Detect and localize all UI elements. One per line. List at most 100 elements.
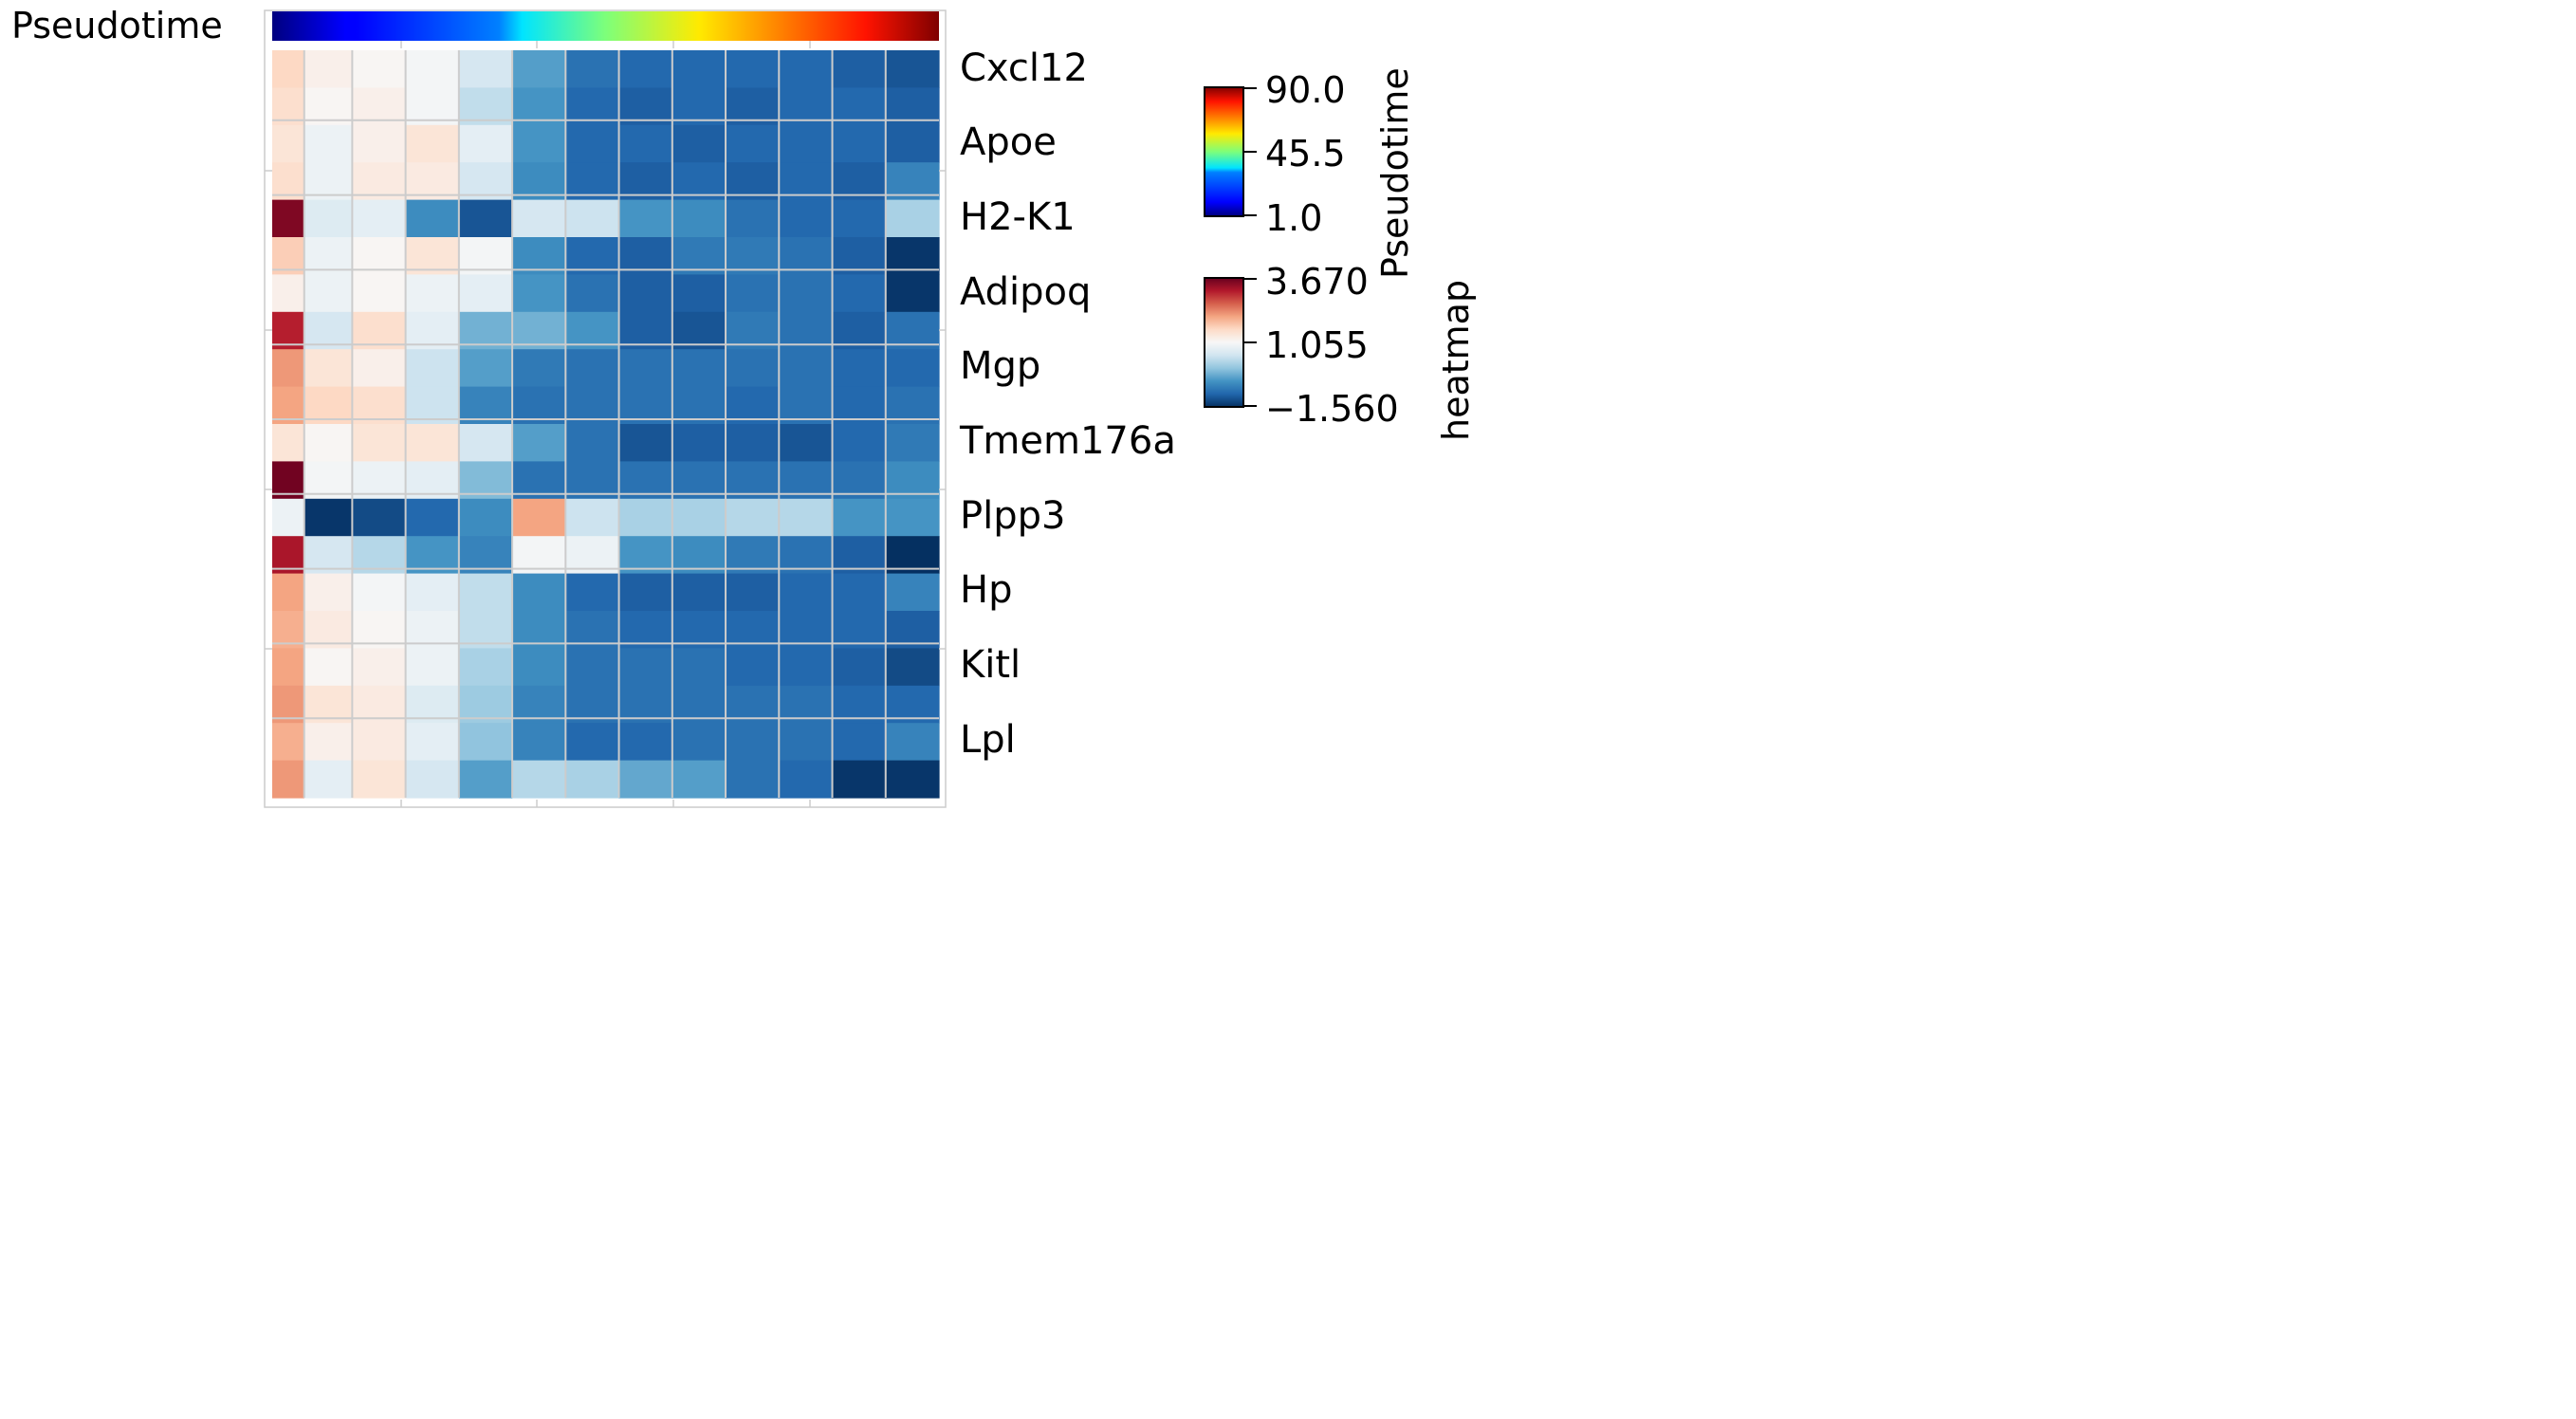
heatmap-cell <box>885 685 940 724</box>
heatmap-cell <box>672 124 727 163</box>
heatmap-cell <box>565 162 620 201</box>
heatmap-cell <box>458 760 513 799</box>
heatmap-cell <box>832 424 887 462</box>
heatmap-cell <box>832 723 887 762</box>
heatmap-cell <box>304 87 353 126</box>
heatmap-cell <box>672 237 727 275</box>
heatmap-cell <box>352 50 407 88</box>
heatmap-cell <box>726 274 780 313</box>
heatmap-cell <box>779 648 834 687</box>
heatmap-cell <box>458 237 513 275</box>
heatmap-cell <box>512 461 566 500</box>
heatmap-cell <box>885 274 940 313</box>
heatmap-cell <box>726 50 780 88</box>
heatmap-cell <box>832 611 887 649</box>
heatmap-cell <box>565 311 620 350</box>
heatmap-cell <box>726 723 780 762</box>
gene-label-cxcl12: Cxcl12 <box>960 46 1088 90</box>
heatmap-cell <box>779 311 834 350</box>
heatmap-colorbar-ticks <box>1243 278 1257 407</box>
gene-label-plpp3: Plpp3 <box>960 494 1066 538</box>
heatmap-cell <box>672 648 727 687</box>
heatmap-cell <box>779 760 834 799</box>
heatmap-cell <box>726 87 780 126</box>
heatmap-cell <box>779 50 834 88</box>
heatmap-cell <box>352 87 407 126</box>
heatmap-cell <box>458 723 513 762</box>
heatmap-cell <box>618 536 673 575</box>
heatmap-cell <box>565 274 620 313</box>
heatmap-cell <box>512 162 566 201</box>
heatmap-cell <box>618 237 673 275</box>
heatmap-cell <box>726 498 780 537</box>
heatmap-cell <box>672 611 727 649</box>
heatmap-cell <box>726 349 780 388</box>
heatmap-cell <box>352 386 407 425</box>
gene-label-h2-k1: H2-K1 <box>960 195 1076 239</box>
heatmap-cell <box>672 274 727 313</box>
heatmap-cell <box>405 461 460 500</box>
heatmap-cell <box>885 723 940 762</box>
heatmap-cell <box>512 760 566 799</box>
heatmap-cell <box>512 573 566 612</box>
axis-ticks <box>265 41 946 807</box>
heatmap-colorbar-title: heatmap <box>1435 279 1477 441</box>
gene-label-apoe: Apoe <box>960 120 1057 164</box>
heatmap-cell <box>405 386 460 425</box>
heatmap-cell <box>272 124 305 163</box>
heatmap-cell <box>885 349 940 388</box>
heatmap-cell <box>352 760 407 799</box>
heatmap-cell <box>272 274 305 313</box>
heatmap-cell <box>726 760 780 799</box>
heatmap-cell <box>405 424 460 462</box>
heatmap-cell <box>779 685 834 724</box>
heatmap-cell <box>618 199 673 238</box>
heatmap-cell <box>352 162 407 201</box>
heatmap-cell <box>512 199 566 238</box>
heatmap-cell <box>565 386 620 425</box>
heatmap-cell <box>672 386 727 425</box>
heatmap-cell <box>779 87 834 126</box>
heatmap-cell <box>565 237 620 275</box>
heatmap-cell <box>272 50 305 88</box>
heatmap-cell <box>272 685 305 724</box>
pseudotime-colorbar <box>1204 86 1244 217</box>
heatmap-cell <box>726 536 780 575</box>
heatmap-cell <box>618 50 673 88</box>
heatmap-cell <box>352 611 407 649</box>
heatmap-cell <box>512 124 566 163</box>
heatmap-cell <box>565 536 620 575</box>
heatmap-cell <box>885 498 940 537</box>
heatmap-cell <box>512 50 566 88</box>
heatmap-cell <box>618 685 673 724</box>
heatmap-cell <box>726 199 780 238</box>
heatmap-cell <box>272 723 305 762</box>
heatmap-cell <box>565 461 620 500</box>
heatmap-cell <box>565 573 620 612</box>
heatmap-cell <box>304 311 353 350</box>
heatmap-cell <box>352 573 407 612</box>
heatmap-cell <box>272 498 305 537</box>
heatmap-chart <box>264 9 1257 808</box>
heatmap-cell <box>779 162 834 201</box>
heatmap-cell <box>458 274 513 313</box>
heatmap-cell <box>832 274 887 313</box>
gene-label-hp: Hp <box>960 568 1013 612</box>
heatmap-cell <box>352 199 407 238</box>
gene-label-mgp: Mgp <box>960 344 1041 388</box>
heatmap-cell <box>618 760 673 799</box>
heatmap-cell <box>832 124 887 163</box>
heatmap-cell <box>885 648 940 687</box>
heatmap-cell <box>304 536 353 575</box>
heatmap-cell <box>304 274 353 313</box>
heatmap-cell <box>832 311 887 350</box>
heatmap-cell <box>885 573 940 612</box>
heatmap-cell <box>618 386 673 425</box>
heatmap-cell <box>885 124 940 163</box>
heatmap-cell <box>565 349 620 388</box>
heatmap-cell <box>618 461 673 500</box>
heatmap-cell <box>726 461 780 500</box>
heatmap-cell <box>832 685 887 724</box>
heatmap-cell <box>405 50 460 88</box>
heatmap-cell <box>272 237 305 275</box>
